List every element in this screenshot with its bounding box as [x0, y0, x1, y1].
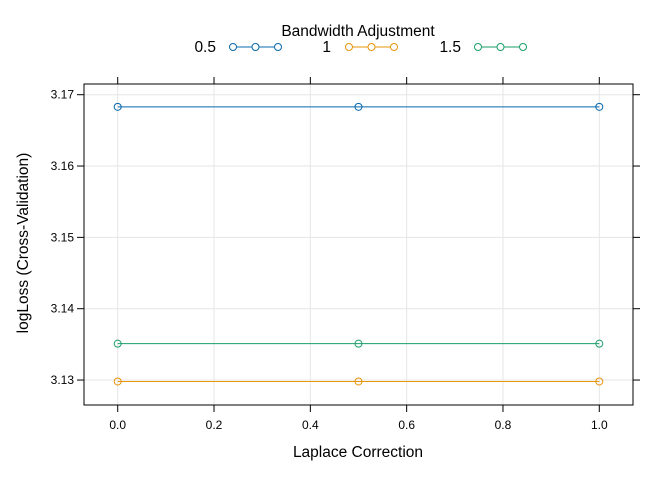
x-tick-label: 0.4: [302, 418, 319, 432]
legend-marker: [345, 43, 353, 51]
legend-marker: [474, 43, 482, 51]
data-point: [595, 102, 604, 111]
x-tick-label: 0.8: [495, 418, 512, 432]
data-point: [354, 102, 363, 111]
legend-label: 1.5: [439, 39, 461, 56]
legend-title: Bandwidth Adjustment: [281, 23, 435, 40]
axes: 0.0 0.2 0.4 0.6 0.8 1.0 3.13 3.14 3.15 3.16 3.17: [51, 77, 640, 432]
x-tick-label: 0.6: [398, 418, 415, 432]
legend-label: 1: [322, 39, 331, 56]
y-axis-title: logLoss (Cross-Validation): [15, 153, 32, 334]
legend-item-0.5: 0.5: [194, 39, 282, 56]
series-1.5: [113, 339, 604, 348]
y-tick-label: 3.14: [51, 302, 75, 316]
plot-frame: [83, 83, 634, 406]
y-tick-label: 3.17: [51, 88, 75, 102]
data-point: [595, 339, 604, 348]
y-tick-label: 3.15: [51, 230, 75, 244]
legend-marker: [390, 43, 398, 51]
data-point: [354, 377, 363, 386]
legend-marker: [274, 43, 282, 51]
data-point: [113, 102, 122, 111]
y-tick-label: 3.16: [51, 159, 75, 173]
legend-item-1: 1: [322, 39, 398, 56]
legend-marker: [251, 43, 260, 51]
legend-item-1.5: 1.5: [439, 39, 527, 56]
legend-marker: [367, 43, 376, 51]
legend-items: 0.5 1 1.5: [194, 39, 527, 56]
legend-marker: [496, 43, 505, 51]
data-point: [354, 339, 363, 348]
x-tick-label: 1.0: [591, 418, 608, 432]
legend-marker: [229, 43, 237, 51]
legend-marker: [519, 43, 527, 51]
legend: Bandwidth Adjustment 0.5 1 1.5: [194, 23, 527, 56]
data-point: [113, 377, 122, 386]
series-1: [113, 377, 604, 386]
data-point: [113, 339, 122, 348]
legend-label: 0.5: [194, 39, 216, 56]
series: [113, 102, 604, 386]
x-axis-title: Laplace Correction: [293, 444, 423, 461]
x-tick-label: 0.0: [109, 418, 126, 432]
data-point: [595, 377, 604, 386]
x-tick-label: 0.2: [206, 418, 223, 432]
grid: [84, 84, 633, 405]
series-0.5: [113, 102, 604, 111]
y-tick-label: 3.13: [51, 373, 75, 387]
